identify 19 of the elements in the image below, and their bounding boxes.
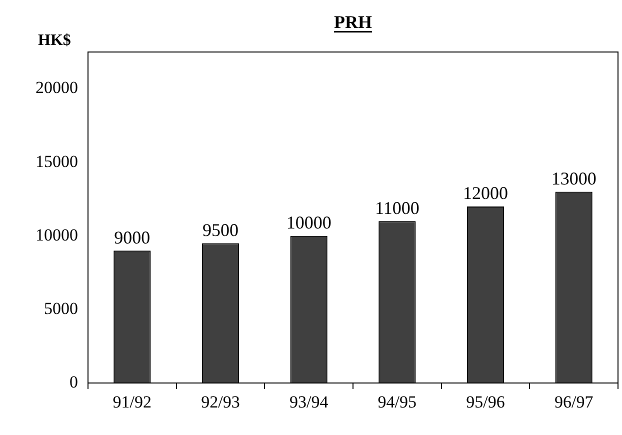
data-label: 11000 xyxy=(374,198,420,218)
y-tick-label: 10000 xyxy=(36,225,78,244)
data-label: 12000 xyxy=(463,183,508,204)
y-tick-label: 20000 xyxy=(36,78,78,98)
data-label: 13000 xyxy=(551,168,596,188)
y-tick-label: 15000 xyxy=(36,152,78,171)
x-tick-label: 94/95 xyxy=(378,392,417,412)
x-tick-label: 93/94 xyxy=(289,392,329,412)
y-tick-label: 0 xyxy=(70,372,78,392)
x-tick-label: 91/92 xyxy=(112,392,152,412)
data-label: 9500 xyxy=(202,220,238,240)
y-axis-title: HK$ xyxy=(38,32,71,49)
y-tick-label: 5000 xyxy=(44,298,78,318)
chart-title: PRH xyxy=(334,12,372,32)
data-label: 10000 xyxy=(286,212,332,233)
data-label: 9000 xyxy=(114,227,150,248)
x-tick-label: 96/97 xyxy=(554,392,594,412)
x-tick-label: 95/96 xyxy=(466,392,505,412)
x-tick-label: 92/93 xyxy=(201,392,240,412)
